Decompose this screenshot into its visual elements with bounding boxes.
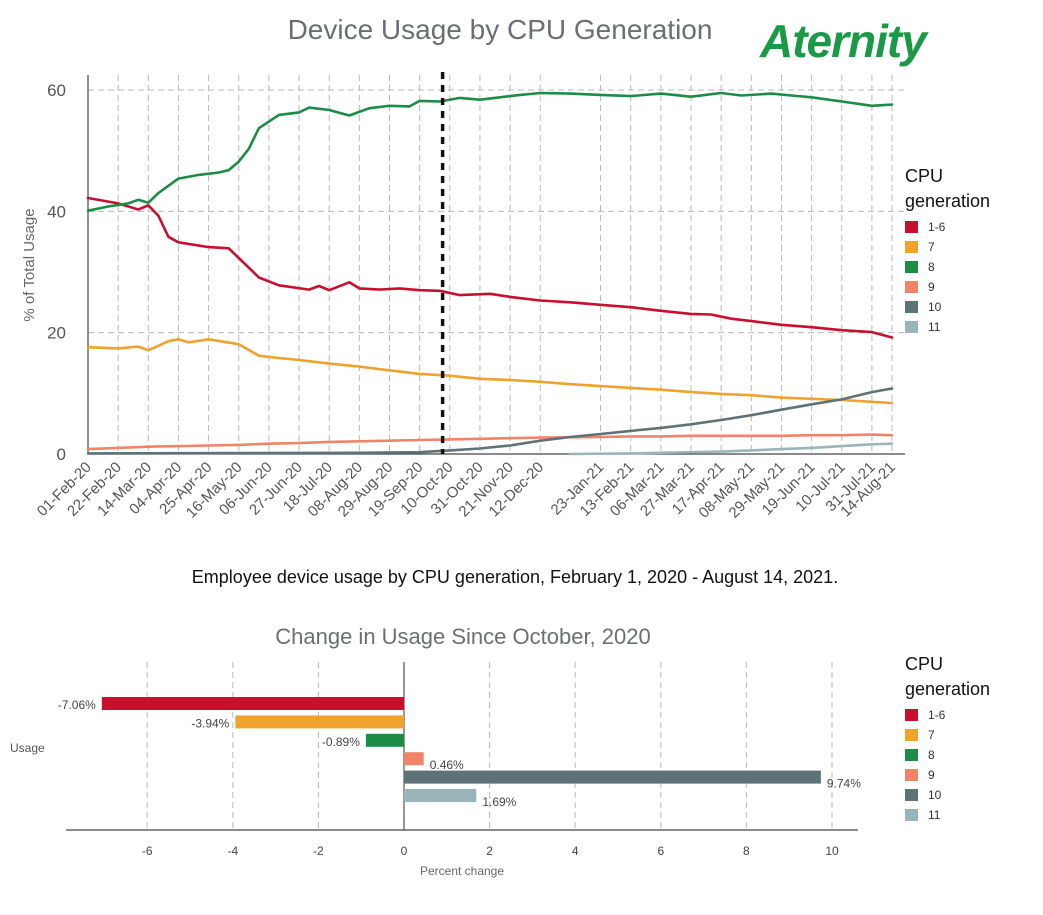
legend-swatch (905, 241, 918, 253)
legend-item: 9 (905, 765, 990, 785)
bar-8 (365, 733, 404, 747)
figure-caption: Employee device usage by CPU generation,… (191, 567, 839, 587)
series-line-1-6 (86, 196, 894, 339)
legend-label: 10 (928, 788, 942, 802)
legend-label: 8 (928, 748, 935, 762)
y-tick-label: 0 (57, 445, 66, 464)
legend-top: CPU generation 1-6 7 8 9 10 11 (905, 164, 990, 337)
y-tick-label: 40 (47, 202, 66, 221)
bar-value-label: 1.69% (482, 795, 516, 809)
bar-11 (404, 789, 477, 802)
series-line-11 (569, 442, 894, 456)
bar-chart: -6 -4 -2 0 2 4 6 8 10 Percent change Usage -7.06% -3… (10, 662, 861, 878)
bar-7 (235, 715, 404, 729)
x-axis-label: Percent change (420, 864, 504, 878)
legend-item: 10 (905, 297, 990, 317)
legend-swatch (905, 301, 918, 313)
x-tick-label: 10 (825, 844, 839, 858)
legend-item: 1-6 (905, 217, 990, 237)
series-line-7 (86, 337, 894, 405)
legend-label: 11 (928, 320, 941, 334)
x-tick-label: 0 (401, 844, 408, 858)
bar-10 (404, 770, 821, 784)
legend-swatch (905, 261, 918, 273)
y-axis-label: % of Total Usage (21, 208, 38, 321)
legend-item: 8 (905, 745, 990, 765)
bar-1-6 (101, 697, 404, 710)
x-tick-label: -2 (313, 844, 324, 858)
bar-value-label: 9.74% (827, 777, 861, 791)
legend-label: 11 (928, 808, 941, 822)
x-tick-label: 2 (486, 844, 493, 858)
bar-chart-title: Change in Usage Since October, 2020 (275, 624, 651, 649)
legend-label: 8 (928, 260, 935, 274)
legend-item: 9 (905, 277, 990, 297)
x-tick-label: 6 (657, 844, 664, 858)
series-line-10 (86, 387, 894, 455)
legend-item: 11 (905, 805, 990, 825)
legend-title-line1: CPU (905, 166, 944, 186)
y-tick-label: 60 (47, 81, 66, 100)
legend-item: 7 (905, 237, 990, 257)
legend-item: 1-6 (905, 705, 990, 725)
legend-label: 7 (928, 240, 935, 254)
legend-title-line1: CPU (905, 654, 944, 674)
legend-title-line2: generation (905, 679, 991, 699)
x-tick-label: -4 (227, 844, 238, 858)
bar-value-label: -0.89% (322, 735, 360, 749)
legend-label: 10 (928, 300, 942, 314)
bar-value-label: -7.06% (58, 698, 96, 712)
series-line-9 (86, 433, 894, 451)
series-line-8 (86, 91, 894, 212)
bar-value-label: -3.94% (191, 716, 229, 730)
legend-swatch (905, 729, 918, 741)
legend-label: 1-6 (928, 708, 946, 722)
aternity-logo: Aternity (760, 15, 927, 67)
legend-swatch (905, 769, 918, 781)
legend-swatch (905, 321, 918, 333)
legend-swatch (905, 281, 918, 293)
bar-9 (404, 752, 424, 766)
legend-item: 10 (905, 785, 990, 805)
legend-swatch (905, 789, 918, 801)
legend-label: 9 (928, 280, 935, 294)
bar-value-label: 0.46% (430, 758, 464, 772)
legend-item: 7 (905, 725, 990, 745)
legend-swatch (905, 709, 918, 721)
x-tick-label: -6 (142, 844, 153, 858)
chart-title: Device Usage by CPU Generation (287, 14, 713, 45)
x-tick-label: 8 (743, 844, 750, 858)
legend-title-line2: generation (905, 191, 991, 211)
y-axis-label: Usage (10, 741, 45, 755)
legend-item: 11 (905, 317, 990, 337)
legend-label: 7 (928, 728, 935, 742)
y-tick-label: 20 (47, 324, 66, 343)
x-tick-label: 4 (572, 844, 579, 858)
legend-swatch (905, 749, 918, 761)
legend-swatch (905, 809, 918, 821)
legend-item: 8 (905, 257, 990, 277)
legend-swatch (905, 221, 918, 233)
legend-label: 9 (928, 768, 935, 782)
legend-bottom: CPU generation 1-6 7 8 9 10 11 (905, 652, 990, 825)
legend-label: 1-6 (928, 220, 946, 234)
